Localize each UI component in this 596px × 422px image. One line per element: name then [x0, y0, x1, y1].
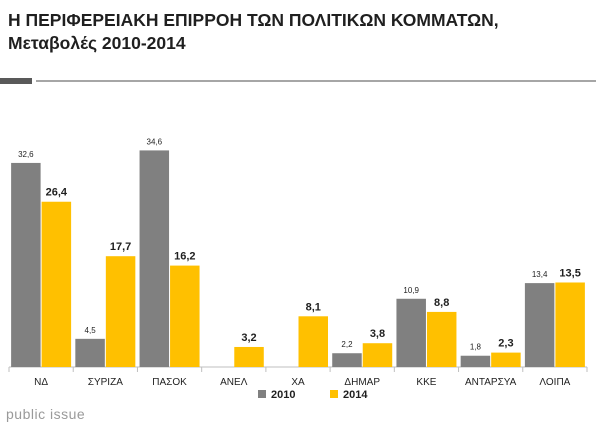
x-tick-label-8: ΑΝΤΑΡΣΥΑ: [465, 377, 517, 388]
bar-2010-1: [11, 162, 41, 367]
data-label-2014-5: 8,1: [306, 301, 321, 313]
data-label-2014-4: 3,2: [241, 332, 256, 344]
legend-swatch-2014: [330, 390, 338, 398]
x-tick-label-3: ΠΑΣΟΚ: [152, 377, 187, 388]
title-rule-accent: [0, 78, 32, 84]
data-label-2014-8: 2,3: [498, 338, 513, 350]
data-label-2014-7: 8,8: [434, 297, 449, 309]
legend-label-2010: 2010: [271, 389, 295, 401]
bar-2014-2: [105, 256, 136, 367]
title-rule-line: [36, 80, 596, 82]
x-tick-label-2: ΣΥΡΙΖΑ: [88, 377, 123, 388]
data-label-2010-3: 34,6: [147, 137, 163, 146]
bar-2014-9: [555, 282, 585, 367]
bar-2014-8: [491, 352, 521, 367]
data-label-2010-6: 2,2: [341, 340, 353, 349]
data-label-2010-8: 1,8: [470, 343, 482, 352]
bar-2014-1: [41, 201, 72, 367]
legend-label-2014: 2014: [343, 389, 368, 401]
data-label-2010-1: 32,6: [18, 150, 34, 159]
bar-2010-8: [460, 355, 491, 367]
data-label-2014-9: 13,5: [559, 267, 580, 279]
bar-2014-6: [362, 343, 393, 367]
data-label-2014-6: 3,8: [370, 328, 385, 340]
data-label-2010-9: 13,4: [532, 270, 548, 279]
bar-2010-7: [396, 298, 426, 367]
bar-2014-5: [298, 316, 328, 367]
bar-2010-6: [332, 353, 362, 367]
bar-2014-4: [234, 346, 264, 367]
x-tick-label-4: ΑΝΕΛ: [220, 377, 248, 388]
data-label-2010-2: 4,5: [85, 326, 97, 335]
x-tick-label-9: ΛΟΙΠΑ: [539, 377, 570, 388]
data-label-2010-7: 10,9: [403, 286, 419, 295]
x-tick-label-1: ΝΔ: [34, 377, 48, 388]
x-tick-label-5: ΧΑ: [291, 377, 305, 388]
watermark-logo-text: public issue: [6, 406, 86, 422]
chart-title: Η ΠΕΡΙΦΕΡΕΙΑΚΗ ΕΠΙΡΡΟΗ ΤΩΝ ΠΟΛΙΤΙΚΩΝ ΚΟΜ…: [8, 9, 499, 55]
legend-swatch-2010: [258, 390, 266, 398]
bar-2010-3: [139, 150, 170, 367]
x-tick-label-6: ΔΗΜΑΡ: [344, 377, 380, 388]
data-label-2014-3: 16,2: [174, 251, 195, 263]
x-tick-label-7: ΚΚΕ: [416, 377, 436, 388]
bar-2010-9: [524, 283, 555, 367]
chart-title-line1: Η ΠΕΡΙΦΕΡΕΙΑΚΗ ΕΠΙΡΡΟΗ ΤΩΝ ΠΟΛΙΤΙΚΩΝ ΚΟΜ…: [8, 10, 499, 30]
bar-2014-3: [170, 265, 200, 367]
bar-2010-2: [75, 338, 105, 367]
chart-subtitle: Μεταβολές 2010-2014: [8, 33, 186, 53]
bar-2014-7: [426, 311, 457, 367]
data-label-2014-2: 17,7: [110, 241, 131, 253]
data-label-2014-1: 26,4: [46, 187, 68, 199]
